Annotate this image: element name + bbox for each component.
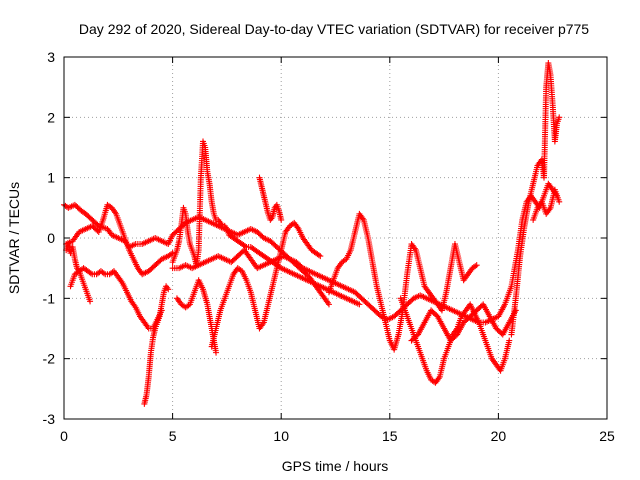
data-point-marker xyxy=(185,302,192,309)
series-track-6 xyxy=(169,138,363,308)
x-tick-label: 20 xyxy=(491,428,507,444)
series-track-13 xyxy=(408,301,519,344)
series-track-11 xyxy=(325,210,480,353)
data-point-marker xyxy=(325,301,332,308)
series-track-10 xyxy=(256,174,285,223)
series-track-2 xyxy=(63,201,176,278)
grid-layer xyxy=(64,57,607,419)
y-tick-label: 0 xyxy=(47,230,55,246)
x-tick-label: 15 xyxy=(382,428,398,444)
series-track-14 xyxy=(508,60,563,338)
data-point-marker xyxy=(317,253,324,260)
y-tick-label: -3 xyxy=(43,411,56,427)
data-point-marker xyxy=(87,298,94,305)
data-point-marker xyxy=(556,198,563,205)
y-tick-label: -1 xyxy=(43,290,56,306)
x-tick-label: 25 xyxy=(599,428,615,444)
data-point-marker xyxy=(169,250,176,257)
x-tick-label: 5 xyxy=(169,428,177,444)
y-tick-label: 3 xyxy=(47,49,55,65)
marks-layer xyxy=(61,60,563,407)
series-track-15 xyxy=(530,186,563,223)
data-point-marker xyxy=(278,216,285,223)
chart-title: Day 292 of 2020, Sidereal Day-to-day VTE… xyxy=(79,21,589,37)
data-point-marker xyxy=(506,337,513,344)
data-point-marker xyxy=(472,263,479,270)
data-point-marker xyxy=(165,286,172,293)
data-point-marker xyxy=(94,221,101,228)
data-point-marker xyxy=(556,114,563,121)
series-track-7 xyxy=(169,247,332,308)
data-point-marker xyxy=(213,349,220,356)
x-axis-label: GPS time / hours xyxy=(282,458,389,474)
x-tick-label: 10 xyxy=(273,428,289,444)
series-track-4 xyxy=(63,241,94,305)
series-track-8 xyxy=(173,277,220,356)
data-point-marker xyxy=(100,270,107,277)
x-tick-label: 0 xyxy=(60,428,68,444)
y-tick-label: 1 xyxy=(47,170,55,186)
series-track-9 xyxy=(208,219,324,350)
data-point-marker xyxy=(87,270,94,277)
data-point-marker xyxy=(242,243,248,250)
data-point-marker xyxy=(473,262,480,269)
y-tick-label: 2 xyxy=(47,109,55,125)
data-point-marker xyxy=(315,252,322,259)
series-track-1 xyxy=(61,180,561,326)
plot-frame xyxy=(63,56,608,420)
data-point-marker xyxy=(356,301,363,308)
ticks-layer: 0 5 10 15 20 25 -3 -2 -1 0 1 2 3 xyxy=(43,49,615,444)
y-tick-label: -2 xyxy=(43,351,56,367)
series-track-5 xyxy=(141,283,172,407)
y-axis-label: SDTVAR / TECUs xyxy=(6,182,22,294)
